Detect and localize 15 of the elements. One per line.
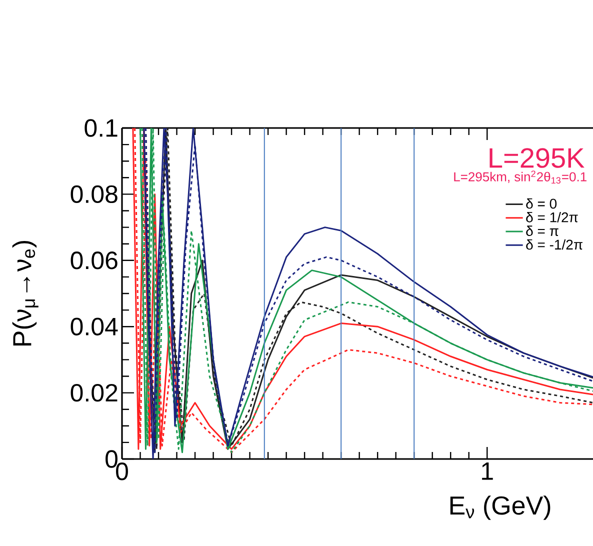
- legend-label: δ = 0: [526, 198, 557, 209]
- legend-label: δ = -1/2π: [526, 239, 582, 250]
- y-axis-title: P(ν$_{μ}$→ν$_{e}$): [12, 240, 38, 346]
- y-tick-label: 0.1: [84, 119, 118, 137]
- x-tick-label: 1: [482, 462, 493, 480]
- y-tick-label: 0.08: [70, 185, 118, 204]
- y-tick-label: 0.04: [70, 318, 118, 336]
- y-tick-label: 0: [106, 450, 118, 468]
- text: L=295K: [490, 148, 584, 168]
- x-axis-title: E$_{ν}$ (GeV): [450, 496, 550, 520]
- legend-label: δ = π: [526, 226, 558, 236]
- legend-label: δ = 1/2π: [526, 212, 578, 222]
- text: L=295km, sin$^{2}$2θ$_{13}$=0.1: [454, 170, 586, 184]
- y-tick-label: 0.06: [70, 252, 118, 270]
- y-tick-label: 0.02: [70, 384, 118, 402]
